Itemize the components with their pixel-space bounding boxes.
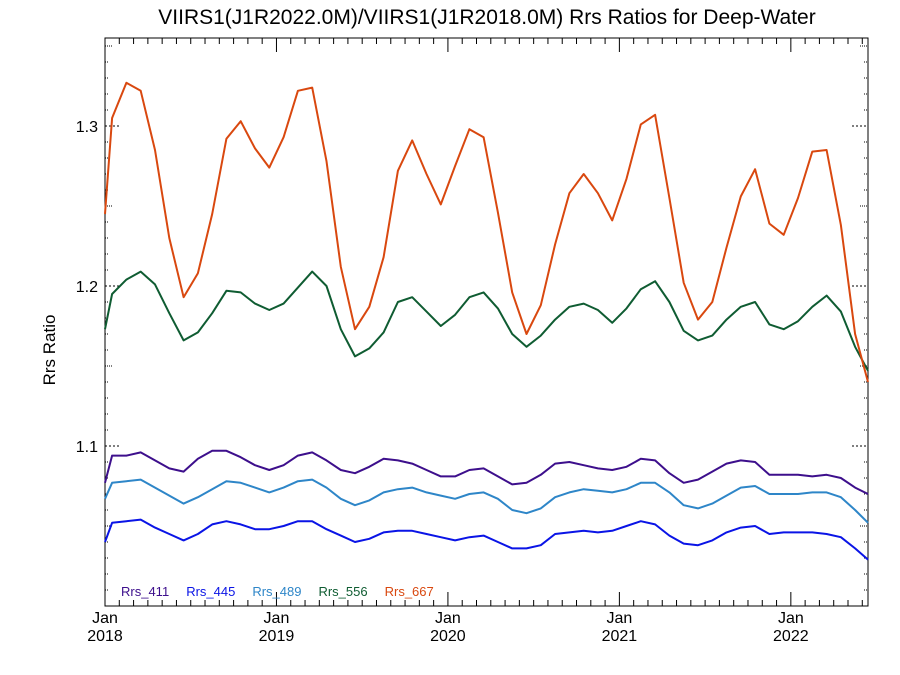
legend-entry: Rrs_411 bbox=[121, 584, 169, 599]
series-line-rrs-411 bbox=[104, 449, 869, 495]
chart-title: VIIRS1(J1R2022.0M)/VIIRS1(J1R2018.0M) Rr… bbox=[158, 6, 815, 29]
series-line-rrs-667 bbox=[104, 81, 869, 383]
plot-frame bbox=[104, 37, 869, 607]
x-tick-month-label: Jan bbox=[264, 610, 290, 627]
y-tick-label: 1.3 bbox=[76, 119, 98, 136]
x-tick-month-label: Jan bbox=[435, 610, 461, 627]
x-tick-year-label: 2020 bbox=[430, 628, 466, 645]
legend-entry: Rrs_489 bbox=[252, 584, 301, 599]
x-tick-month-label: Jan bbox=[92, 610, 118, 627]
x-tick-year-label: 2022 bbox=[773, 628, 809, 645]
y-axis-label: Rrs Ratio bbox=[40, 315, 59, 386]
series-line-rrs-489 bbox=[104, 478, 869, 524]
legend-entry: Rrs_556 bbox=[318, 584, 367, 599]
x-tick-year-label: 2018 bbox=[87, 628, 123, 645]
series-line-rrs-556 bbox=[104, 270, 869, 372]
legend-entry: Rrs_667 bbox=[385, 584, 434, 599]
y-tick-label: 1.1 bbox=[76, 439, 98, 456]
x-tick-month-label: Jan bbox=[606, 610, 632, 627]
x-tick-year-label: 2021 bbox=[602, 628, 638, 645]
legend-entry: Rrs_445 bbox=[186, 584, 235, 599]
y-tick-label: 1.2 bbox=[76, 279, 98, 296]
x-tick-month-label: Jan bbox=[778, 610, 804, 627]
x-tick-year-label: 2019 bbox=[259, 628, 295, 645]
series-line-rrs-445 bbox=[104, 518, 869, 561]
